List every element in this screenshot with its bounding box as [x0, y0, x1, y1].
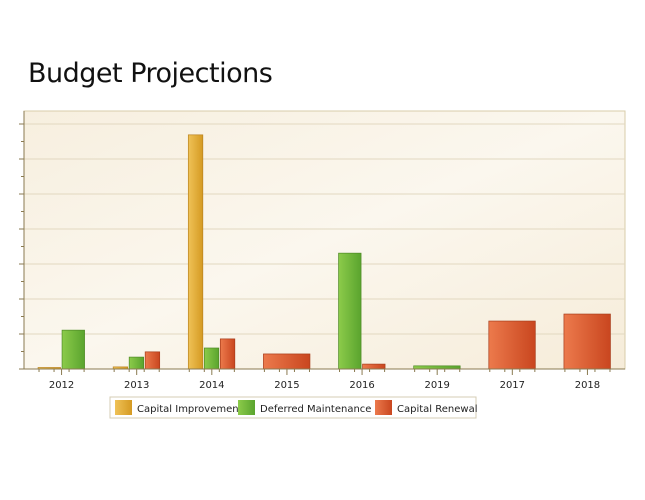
x-tick-label: 2017: [500, 380, 525, 391]
bar-deferred-maintenance: [338, 252, 362, 370]
bar-capital-renewal: [219, 338, 236, 370]
legend-swatch: [375, 400, 392, 415]
bar-capital-renewal: [488, 320, 536, 370]
chart-title: Budget Projections: [28, 58, 273, 89]
legend: Capital Improvement Deferred Maintenance C…: [109, 396, 477, 419]
x-tick-label: 2018: [575, 380, 600, 391]
legend-swatch: [115, 400, 132, 415]
bar-deferred-maintenance: [61, 329, 85, 370]
legend-label: Deferred Maintenance: [260, 404, 371, 415]
bar-capital-improvement: [187, 134, 204, 370]
x-tick-label: 2019: [424, 380, 449, 391]
bar-capital-renewal: [144, 351, 161, 370]
x-tick-label: 2016: [349, 380, 374, 391]
bar-capital-renewal: [563, 313, 611, 370]
bar-deferred-maintenance: [128, 356, 145, 370]
bar-deferred-maintenance: [203, 347, 220, 370]
legend-label: Capital Improvement: [137, 404, 243, 415]
x-tick-label: 2014: [199, 380, 224, 391]
x-tick-label: 2013: [124, 380, 149, 391]
x-tick-label: 2012: [49, 380, 74, 391]
legend-label: Capital Renewal: [397, 404, 477, 415]
x-tick-label: 2015: [274, 380, 299, 391]
bar-capital-renewal: [362, 363, 386, 370]
legend-swatch: [238, 400, 255, 415]
bar-capital-renewal: [263, 353, 311, 370]
